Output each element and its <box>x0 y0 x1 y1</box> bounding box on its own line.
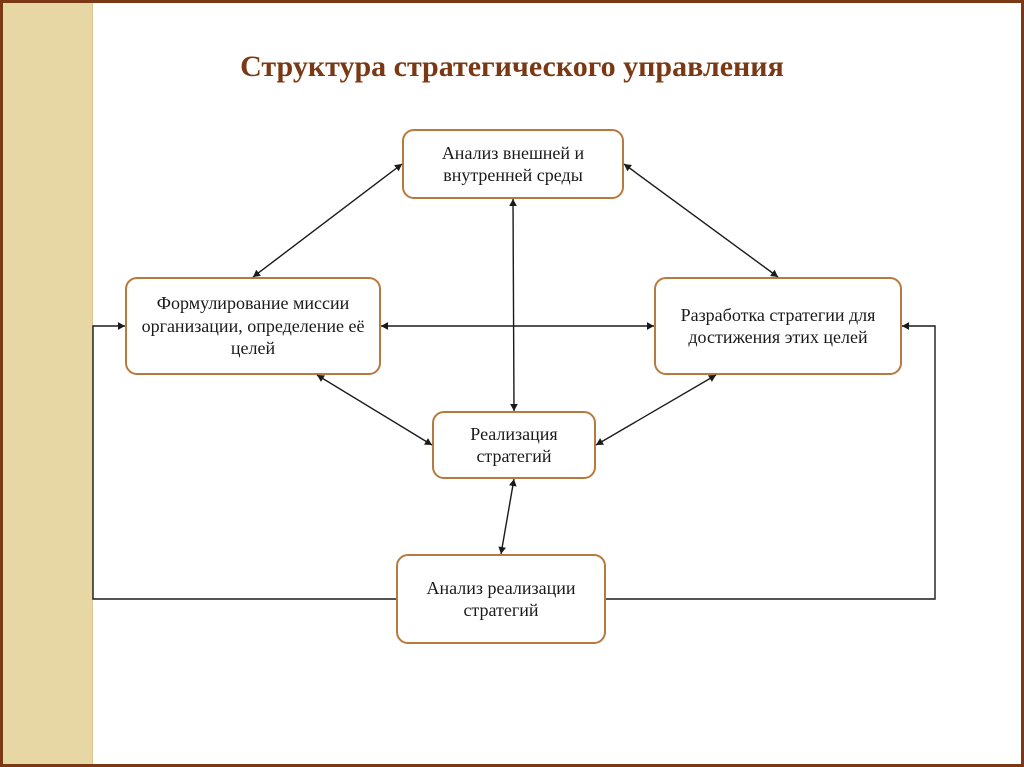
node-implementation-analysis: Анализ реализации стратегий <box>396 554 606 644</box>
page-title: Структура стратегического управления <box>0 50 1024 84</box>
node-analysis-environment: Анализ внешней и внутренней среды <box>402 129 624 199</box>
node-mission-formulation: Формулирование миссии организации, опред… <box>125 277 381 375</box>
slide-frame <box>0 0 1024 767</box>
node-strategy-implementation: Реализация стратегий <box>432 411 596 479</box>
node-strategy-development: Разработка стратегии для достижения этих… <box>654 277 902 375</box>
